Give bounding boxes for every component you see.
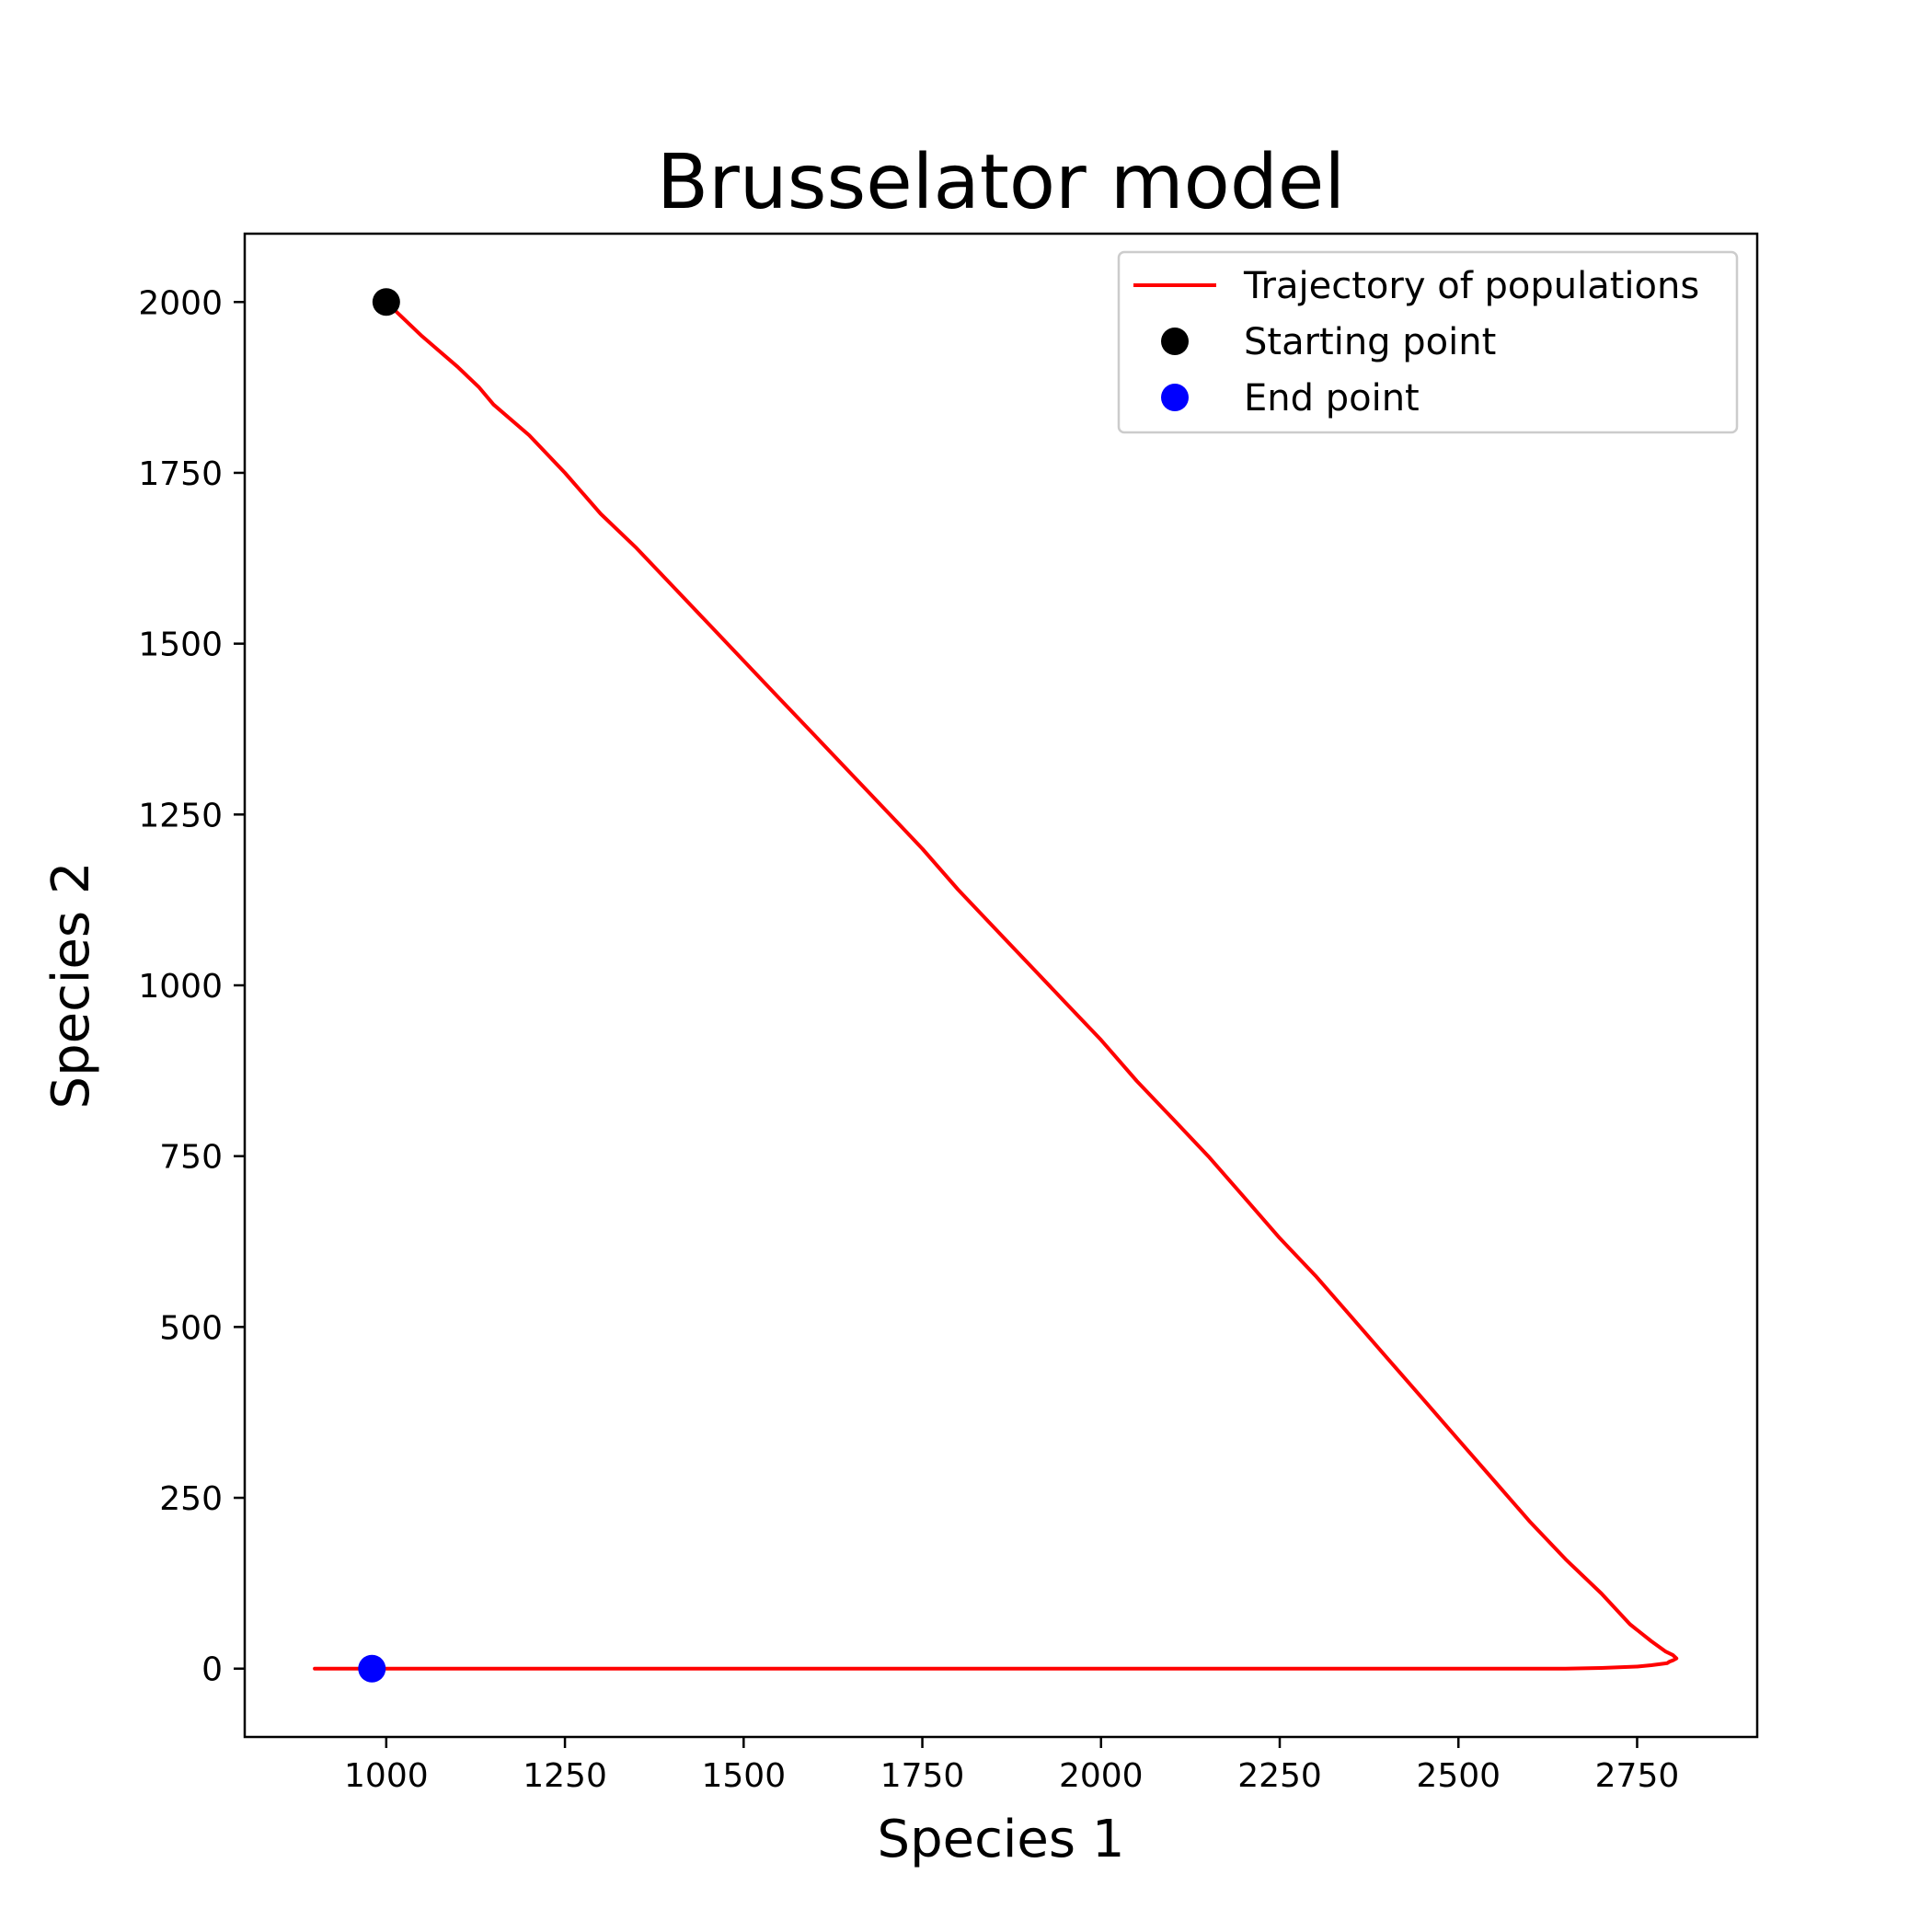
y-tick-label: 1750 [138, 455, 223, 493]
x-tick-label: 1000 [344, 1757, 429, 1795]
axes: 1000 1250 1500 1750 2000 2250 2500 2750 0 250 500 7… [138, 232, 1759, 1795]
plot-area [313, 288, 1679, 1683]
legend-label: End point [1244, 377, 1420, 420]
y-tick-label: 2000 [138, 284, 223, 322]
y-axis-label: Species 2 [41, 862, 101, 1110]
y-tick-label: 500 [159, 1309, 223, 1347]
legend: Trajectory of populations Starting point E… [1117, 250, 1739, 434]
legend-marker-swatch [1161, 384, 1189, 411]
legend-label: Starting point [1244, 321, 1496, 363]
y-tick-label: 0 [201, 1651, 223, 1689]
x-tick-label: 2500 [1416, 1757, 1501, 1795]
end-point-marker [358, 1654, 386, 1683]
y-tick-label: 250 [159, 1480, 223, 1518]
y-tick-label: 750 [159, 1139, 223, 1177]
y-tick-label: 1500 [138, 627, 223, 664]
legend-marker-swatch [1161, 328, 1189, 355]
x-tick-label: 2000 [1059, 1757, 1144, 1795]
chart-title: Brusselator model [657, 139, 1345, 226]
x-tick-label: 2250 [1237, 1757, 1322, 1795]
plot-frame [243, 232, 1759, 1739]
y-tick-label: 1250 [138, 797, 223, 834]
x-axis-label: Species 1 [878, 1810, 1125, 1869]
start-point-marker [372, 288, 400, 316]
x-tick-label: 1250 [523, 1757, 607, 1795]
x-tick-label: 1750 [880, 1757, 965, 1795]
legend-label: Trajectory of populations [1243, 265, 1699, 307]
y-tick-label: 1000 [138, 968, 223, 1006]
x-tick-label: 1500 [701, 1757, 786, 1795]
x-tick-label: 2750 [1595, 1757, 1680, 1795]
series-line-trajectory [313, 300, 1679, 1671]
legend-box [1117, 250, 1739, 434]
